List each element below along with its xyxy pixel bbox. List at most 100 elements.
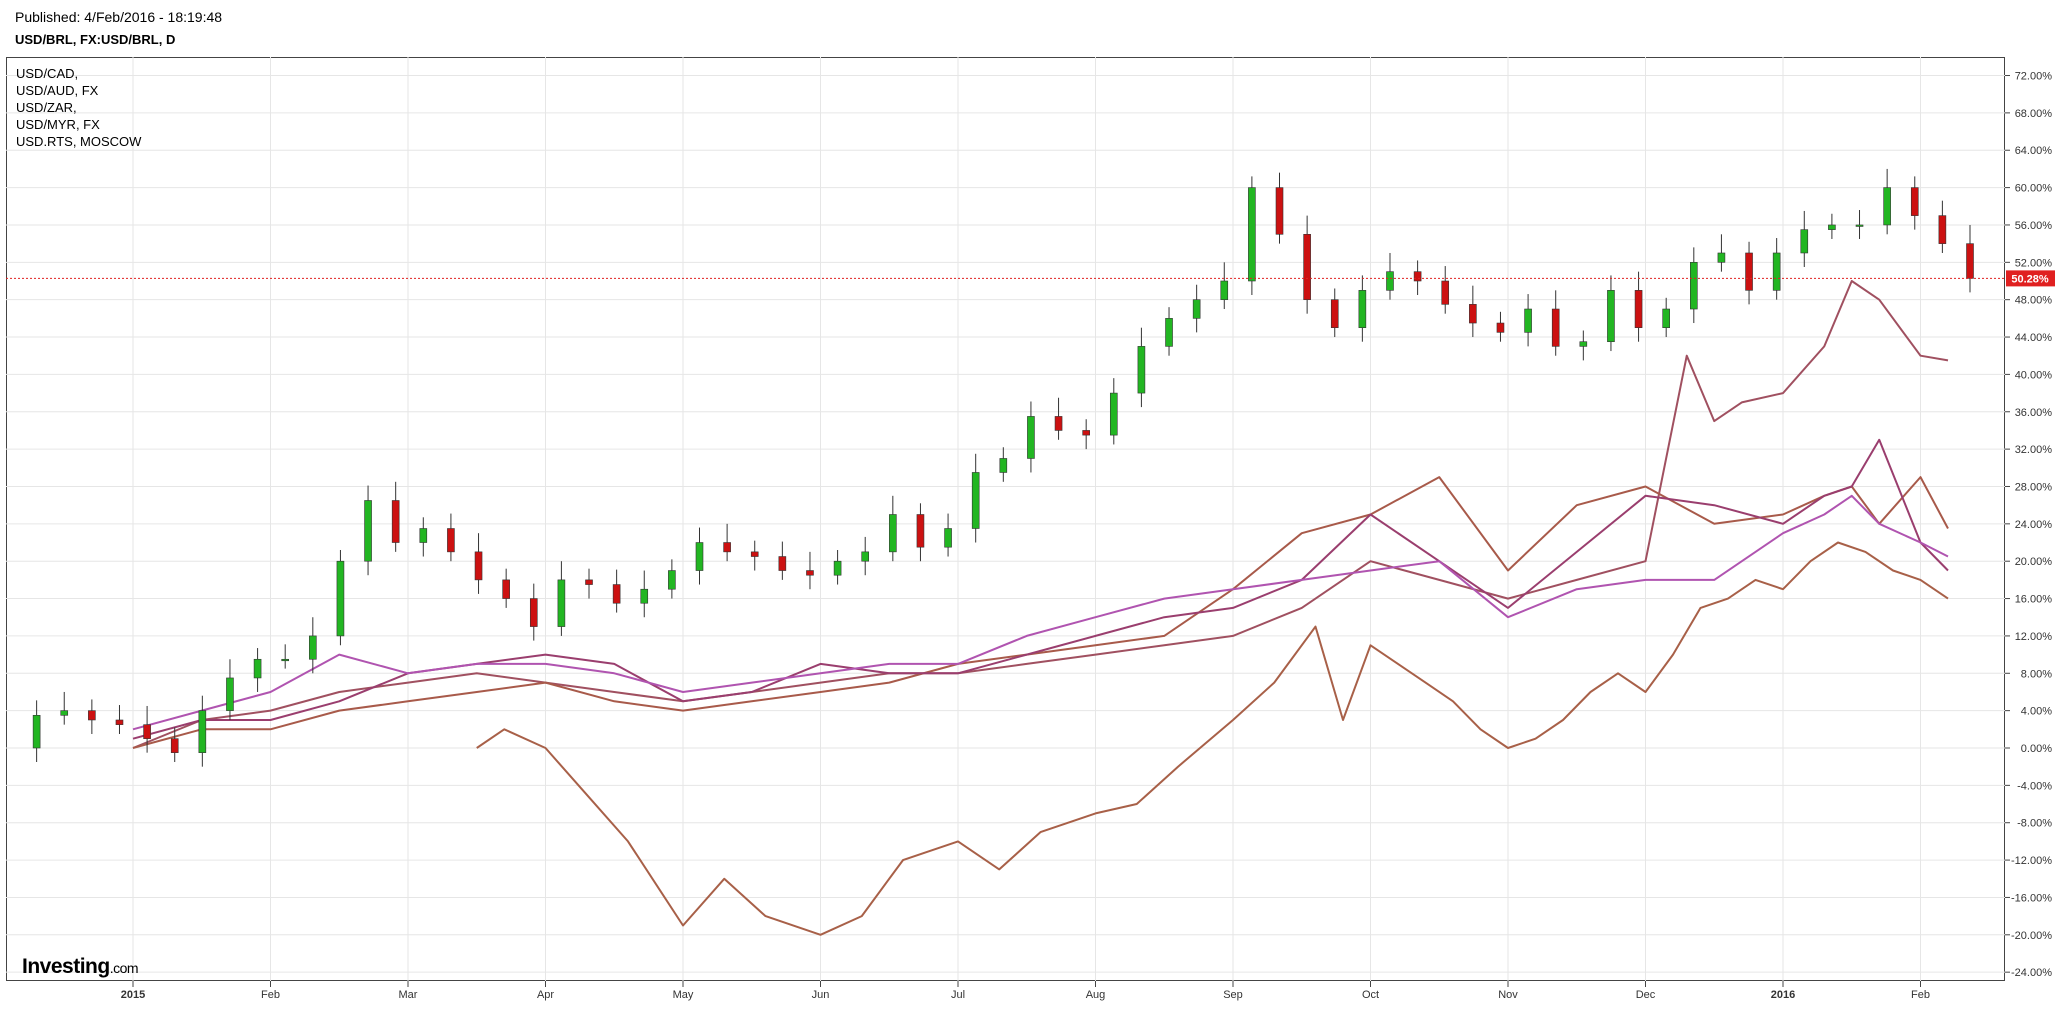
candle-body (861, 551, 870, 562)
series-layer (132, 280, 1949, 936)
candle-body (1248, 187, 1256, 282)
candle-body (1607, 290, 1615, 343)
candle (281, 644, 289, 669)
candle-body (999, 458, 1008, 473)
candle (88, 699, 96, 734)
candle-body (391, 500, 400, 543)
candle (1579, 330, 1588, 361)
candle-body (944, 528, 952, 548)
candle-body (1441, 280, 1450, 305)
y-tick-label: 4.00% (2021, 706, 2052, 718)
x-tick-label: 2016 (1771, 989, 1795, 1001)
candle-body (447, 528, 455, 553)
candle-body (1717, 252, 1726, 263)
legend-entry: USD/CAD, (16, 66, 79, 81)
candle (419, 517, 428, 557)
candle (640, 570, 649, 618)
investing-logo: Investing.com (22, 955, 139, 979)
series-line-5 (476, 541, 1949, 936)
candle-body (419, 528, 428, 543)
candle-body (1303, 234, 1311, 300)
candle-body (1910, 187, 1919, 216)
candle (833, 549, 842, 585)
x-tick-label: Aug (1086, 989, 1106, 1001)
candle-body (723, 542, 731, 553)
candle-body (1690, 262, 1698, 310)
candle (529, 583, 538, 641)
y-tick-label: 56.00% (2015, 220, 2053, 232)
candle (1413, 260, 1422, 296)
candle-body (1745, 252, 1753, 291)
y-tick-label: 36.00% (2015, 407, 2053, 419)
y-tick-label: 64.00% (2015, 145, 2053, 157)
candle (1275, 172, 1284, 244)
candle (750, 540, 759, 571)
logo-name: Investing (22, 955, 110, 978)
y-tick-label: 16.00% (2015, 594, 2053, 606)
candle (1220, 262, 1229, 310)
candle (1938, 200, 1947, 253)
candle-body (1137, 346, 1146, 394)
candle (502, 568, 510, 608)
y-tick-label: -16.00% (2011, 892, 2052, 904)
y-tick-label: 40.00% (2015, 369, 2053, 381)
chart-frame (6, 57, 2005, 981)
current-value-badge (2006, 270, 2055, 287)
series-line-3 (132, 438, 1949, 740)
candle-body (336, 560, 345, 637)
candle-body (281, 658, 289, 662)
candle (60, 691, 69, 725)
candle (668, 559, 676, 599)
candle (1828, 213, 1836, 239)
candle (1358, 275, 1367, 342)
candle-body (1082, 430, 1090, 436)
candle (253, 648, 262, 692)
series-line-1 (132, 280, 1949, 749)
candle-body (1275, 187, 1284, 235)
candle-body (806, 570, 814, 576)
y-tick-label: 8.00% (2021, 668, 2052, 680)
candle (1717, 234, 1726, 272)
candle (1303, 215, 1311, 314)
x-tick-label: Jul (951, 989, 965, 1001)
candle-body (115, 719, 124, 725)
candle-body (1220, 280, 1229, 300)
y-tick-label: -12.00% (2011, 855, 2052, 867)
x-tick-label: Feb (261, 989, 280, 1001)
candle-layer (32, 168, 1974, 767)
candle-body (1496, 322, 1505, 333)
candle (944, 513, 952, 557)
x-tick-label: Feb (1911, 989, 1930, 1001)
candle-body (1772, 252, 1781, 291)
candle (1386, 252, 1394, 300)
y-tick-label: 52.00% (2015, 257, 2053, 269)
candle-body (889, 514, 897, 553)
candle-body (1800, 229, 1809, 254)
candle-body (1054, 416, 1063, 431)
y-tick-label: -8.00% (2017, 818, 2052, 830)
x-tick-label: Oct (1362, 989, 1379, 1001)
grid-layer (6, 57, 2005, 981)
candle (1966, 224, 1974, 293)
y-tick-label: 48.00% (2015, 295, 2053, 307)
logo-suffix: .com (109, 960, 139, 976)
candle-body (750, 551, 759, 557)
candle (806, 551, 814, 590)
candle-body (1828, 224, 1836, 230)
candle-body (1524, 308, 1532, 333)
x-tick-label: 2015 (121, 989, 145, 1001)
candle (695, 527, 704, 585)
candle-body (88, 710, 96, 721)
candle-body (1634, 290, 1643, 328)
candle (916, 503, 925, 562)
y-tick-label: -24.00% (2011, 967, 2052, 979)
candle (1165, 307, 1173, 356)
candle-body (253, 658, 262, 679)
candle (1192, 284, 1201, 333)
candle-body (1551, 308, 1560, 347)
y-tick-label: 20.00% (2015, 556, 2053, 568)
candle (861, 536, 870, 576)
candle-body (502, 579, 510, 599)
y-tick-label: 44.00% (2015, 332, 2053, 344)
